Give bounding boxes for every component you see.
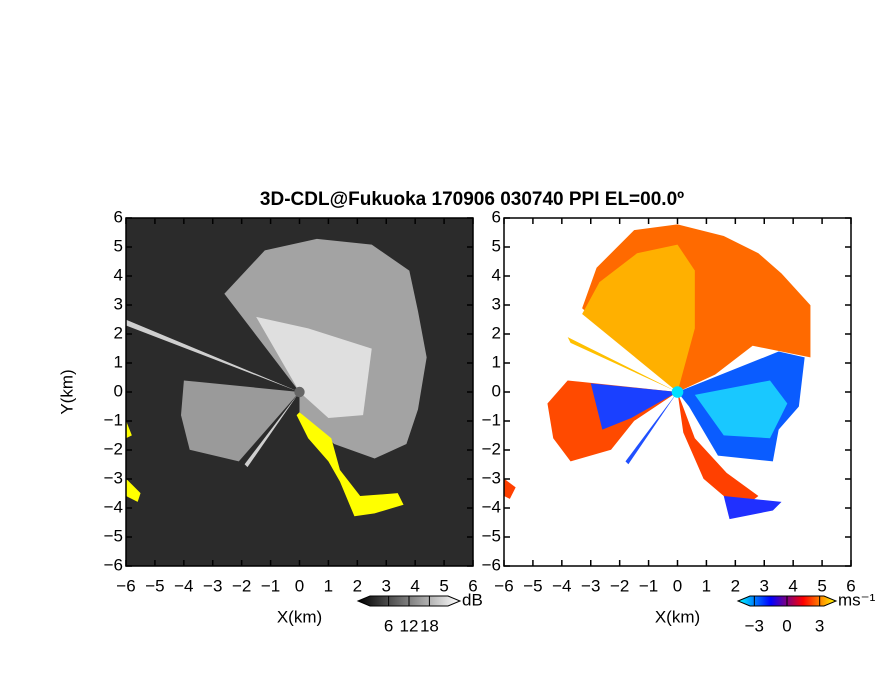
y-tick-label: 5 — [492, 236, 501, 255]
x-tick-label: 6 — [468, 576, 477, 595]
y-tick-label: −4 — [482, 497, 501, 516]
y-tick-label: 3 — [114, 294, 123, 313]
x-tick-label: −1 — [639, 576, 658, 595]
y-tick-label: −2 — [482, 439, 501, 458]
y-tick-label: 2 — [492, 323, 501, 342]
colorbar-label: ms⁻¹ — [838, 590, 876, 609]
y-tick-label: −3 — [482, 468, 501, 487]
y-tick-label: −5 — [104, 526, 123, 545]
y-tick-label: −3 — [104, 468, 123, 487]
x-axis-label: X(km) — [655, 607, 700, 626]
y-tick-label: 6 — [492, 207, 501, 226]
x-tick-label: 3 — [760, 576, 769, 595]
y-tick-label: 0 — [114, 381, 123, 400]
x-tick-label: 6 — [846, 576, 855, 595]
y-tick-label: −1 — [482, 410, 501, 429]
x-tick-label: 4 — [788, 576, 797, 595]
y-tick-label: 1 — [492, 352, 501, 371]
velocity-image — [504, 218, 851, 566]
x-tick-label: 0 — [295, 576, 304, 595]
x-tick-label: −3 — [581, 576, 600, 595]
x-tick-label: 5 — [817, 576, 826, 595]
y-tick-label: 5 — [114, 236, 123, 255]
y-tick-label: −4 — [104, 497, 123, 516]
chart-title: 3D-CDL@Fukuoka 170906 030740 PPI EL=00.0… — [260, 189, 684, 210]
y-tick-label: −6 — [482, 555, 501, 574]
reflectivity-image — [126, 218, 473, 566]
x-tick-label: −2 — [232, 576, 251, 595]
y-tick-label: 0 — [492, 381, 501, 400]
colorbar-label: dB — [462, 590, 483, 609]
x-tick-label: −4 — [174, 576, 193, 595]
x-tick-label: 2 — [731, 576, 740, 595]
y-tick-label: 4 — [114, 265, 123, 284]
colorbar-tick-label: 3 — [815, 616, 824, 635]
y-tick-label: −2 — [104, 439, 123, 458]
y-tick-label: −5 — [482, 526, 501, 545]
x-tick-label: 0 — [673, 576, 682, 595]
x-tick-label: −3 — [203, 576, 222, 595]
x-tick-label: −6 — [494, 576, 513, 595]
x-tick-label: −2 — [610, 576, 629, 595]
y-tick-label: 1 — [114, 352, 123, 371]
colorbar-tick-label: 12 — [400, 616, 419, 635]
x-tick-label: 1 — [324, 576, 333, 595]
colorbar-tick-label: 6 — [384, 616, 393, 635]
x-tick-label: 4 — [410, 576, 419, 595]
x-tick-label: −5 — [145, 576, 164, 595]
x-axis-label: X(km) — [277, 607, 322, 626]
x-tick-label: 5 — [439, 576, 448, 595]
colorbar-tick-label: 18 — [420, 616, 439, 635]
x-tick-label: 1 — [702, 576, 711, 595]
x-tick-label: 3 — [382, 576, 391, 595]
x-tick-label: −5 — [523, 576, 542, 595]
x-tick-label: −1 — [261, 576, 280, 595]
y-tick-label: 6 — [114, 207, 123, 226]
colorbar-tick-label: 0 — [782, 616, 791, 635]
x-tick-label: −4 — [552, 576, 571, 595]
y-tick-label: 4 — [492, 265, 501, 284]
x-tick-label: −6 — [116, 576, 135, 595]
y-axis-label: Y(km) — [57, 369, 76, 414]
y-tick-label: 3 — [492, 294, 501, 313]
y-tick-label: 2 — [114, 323, 123, 342]
y-tick-label: −6 — [104, 555, 123, 574]
x-tick-label: 2 — [353, 576, 362, 595]
colorbar-tick-label: −3 — [745, 616, 764, 635]
y-tick-label: −1 — [104, 410, 123, 429]
